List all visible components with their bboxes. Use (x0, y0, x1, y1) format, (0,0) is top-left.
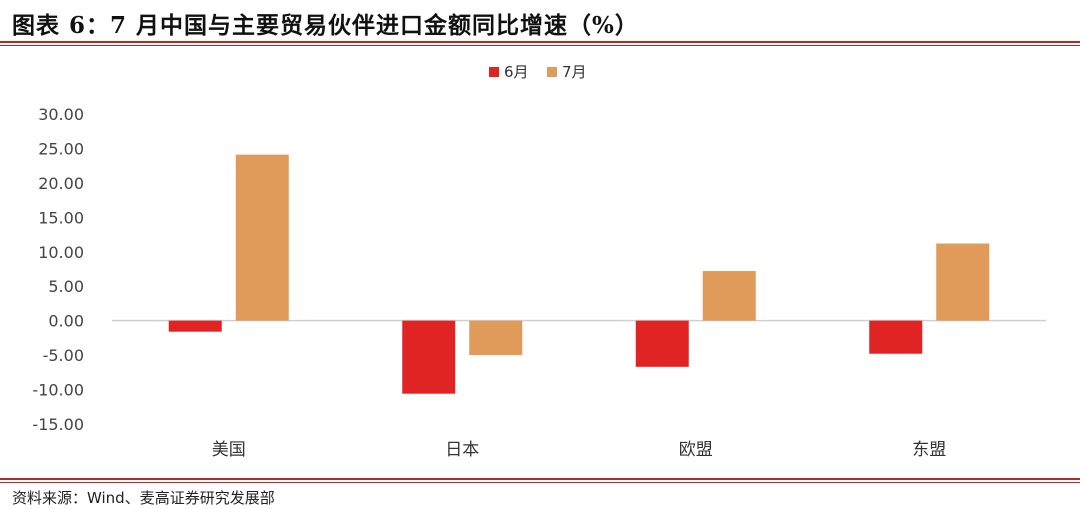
source-note: 资料来源：Wind、麦高证券研究发展部 (12, 489, 275, 507)
y-tick-label: 30.00 (38, 105, 84, 124)
bar-jul-3 (936, 243, 990, 321)
legend-swatch (547, 67, 557, 77)
y-tick-label: 20.00 (38, 174, 84, 193)
bar-chart: 30.00 25.00 20.00 15.00 10.00 5.00 0.00 -5.00 -1… (32, 63, 1046, 460)
y-tick-label: 0.00 (48, 312, 84, 331)
bar-jun-3 (869, 320, 923, 354)
legend-label: 7月 (562, 63, 587, 81)
bar-jun-2 (635, 320, 689, 367)
legend-label: 6月 (504, 63, 529, 81)
chart-title: 图表 6：7 月中国与主要贸易伙伴进口金额同比增速（%） (12, 12, 639, 39)
footer-divider-thin (0, 482, 1080, 483)
bar-jun-0 (168, 320, 222, 332)
bar-jun-1 (402, 320, 456, 394)
y-tick-label: 25.00 (38, 139, 84, 158)
bar-jul-2 (702, 271, 756, 321)
bar-jul-0 (235, 154, 289, 321)
y-tick-label: 15.00 (38, 208, 84, 227)
y-tick-label: -15.00 (32, 415, 84, 434)
y-tick-label: 5.00 (48, 277, 84, 296)
legend-swatch (489, 67, 499, 77)
x-category-label: 欧盟 (679, 440, 713, 460)
title-divider-thin (0, 45, 1080, 46)
x-category-label: 东盟 (912, 440, 946, 460)
title-divider (0, 41, 1080, 43)
x-category-label: 日本 (445, 440, 479, 460)
footer-divider (0, 478, 1080, 480)
y-tick-label: -10.00 (32, 381, 84, 400)
bar-jul-1 (469, 320, 523, 356)
x-category-label: 美国 (212, 440, 246, 460)
y-tick-label: -5.00 (43, 346, 84, 365)
y-tick-label: 10.00 (38, 243, 84, 262)
